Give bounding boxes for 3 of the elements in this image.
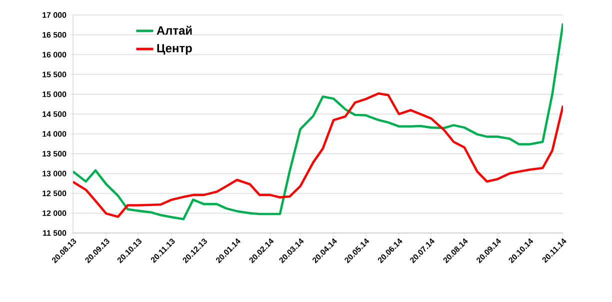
line-series	[73, 92, 564, 218]
legend-label: Алтай	[156, 26, 192, 35]
legend-label: Центр	[157, 44, 192, 55]
